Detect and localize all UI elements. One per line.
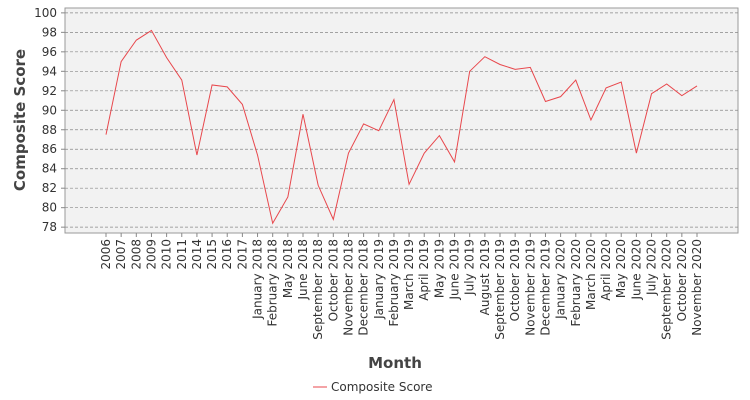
x-tick-label: June 2019 (448, 239, 462, 301)
y-tick-label: 100 (34, 6, 57, 20)
y-tick-label: 92 (42, 84, 57, 98)
y-tick-label: 80 (42, 201, 57, 215)
x-tick-label: May 2020 (614, 239, 628, 298)
x-tick-label: September 2018 (311, 239, 325, 340)
x-tick-label: December 2019 (538, 239, 552, 336)
x-tick-label: 2017 (235, 239, 249, 270)
x-tick-label: February 2020 (569, 239, 583, 327)
x-tick-label: December 2018 (357, 239, 371, 336)
x-tick-label: February 2019 (387, 239, 401, 327)
y-tick-label: 98 (42, 25, 57, 39)
x-tick-label: October 2018 (326, 239, 340, 321)
y-tick-label: 90 (42, 103, 57, 117)
x-tick-label: January 2020 (554, 239, 568, 320)
plot-area (64, 7, 739, 234)
x-tick-label: 2008 (129, 239, 143, 270)
x-tick-label: May 2018 (281, 239, 295, 298)
x-tick-label: August 2019 (478, 239, 492, 315)
x-tick-label: 2009 (144, 239, 158, 270)
x-tick-label: October 2020 (675, 239, 689, 321)
y-axis-title: Composite Score (11, 49, 29, 191)
x-tick-label: October 2019 (508, 239, 522, 321)
y-tick-label: 96 (42, 45, 57, 59)
x-tick-label: 2007 (114, 239, 128, 270)
x-tick-label: March 2019 (402, 239, 416, 310)
x-tick-label: April 2019 (417, 239, 431, 301)
y-tick-label: 78 (42, 220, 57, 234)
y-tick-label: 82 (42, 181, 57, 195)
legend-label: Composite Score (331, 380, 432, 394)
x-tick-label: April 2020 (599, 239, 613, 301)
y-tick-label: 86 (42, 142, 57, 156)
x-tick-label: September 2020 (660, 239, 674, 340)
x-tick-label: 2011 (175, 239, 189, 270)
x-tick-label: November 2018 (341, 239, 355, 336)
x-tick-label: September 2019 (493, 239, 507, 340)
x-tick-label: 2006 (99, 239, 113, 270)
y-tick-label: 94 (42, 64, 57, 78)
data-line (105, 29, 698, 225)
x-tick-label: March 2020 (584, 239, 598, 310)
x-tick-label: November 2020 (690, 239, 704, 336)
x-tick-label: 2014 (190, 239, 204, 270)
x-tick-label: January 2018 (251, 239, 265, 320)
x-tick-label: June 2020 (629, 239, 643, 301)
x-tick-label: June 2018 (296, 239, 310, 301)
x-tick-label: 2010 (160, 239, 174, 270)
x-axis-title: Month (368, 354, 422, 372)
y-tick-label: 88 (42, 123, 57, 137)
x-tick-label: July 2020 (645, 239, 659, 296)
x-tick-label: July 2019 (463, 239, 477, 296)
x-tick-label: 2015 (205, 239, 219, 270)
x-tick-label: 2016 (220, 239, 234, 270)
x-tick-label: February 2018 (266, 239, 280, 327)
x-tick-label: January 2019 (372, 239, 386, 320)
x-tick-label: May 2019 (432, 239, 446, 298)
x-tick-label: November 2019 (523, 239, 537, 336)
y-tick-label: 84 (42, 162, 57, 176)
